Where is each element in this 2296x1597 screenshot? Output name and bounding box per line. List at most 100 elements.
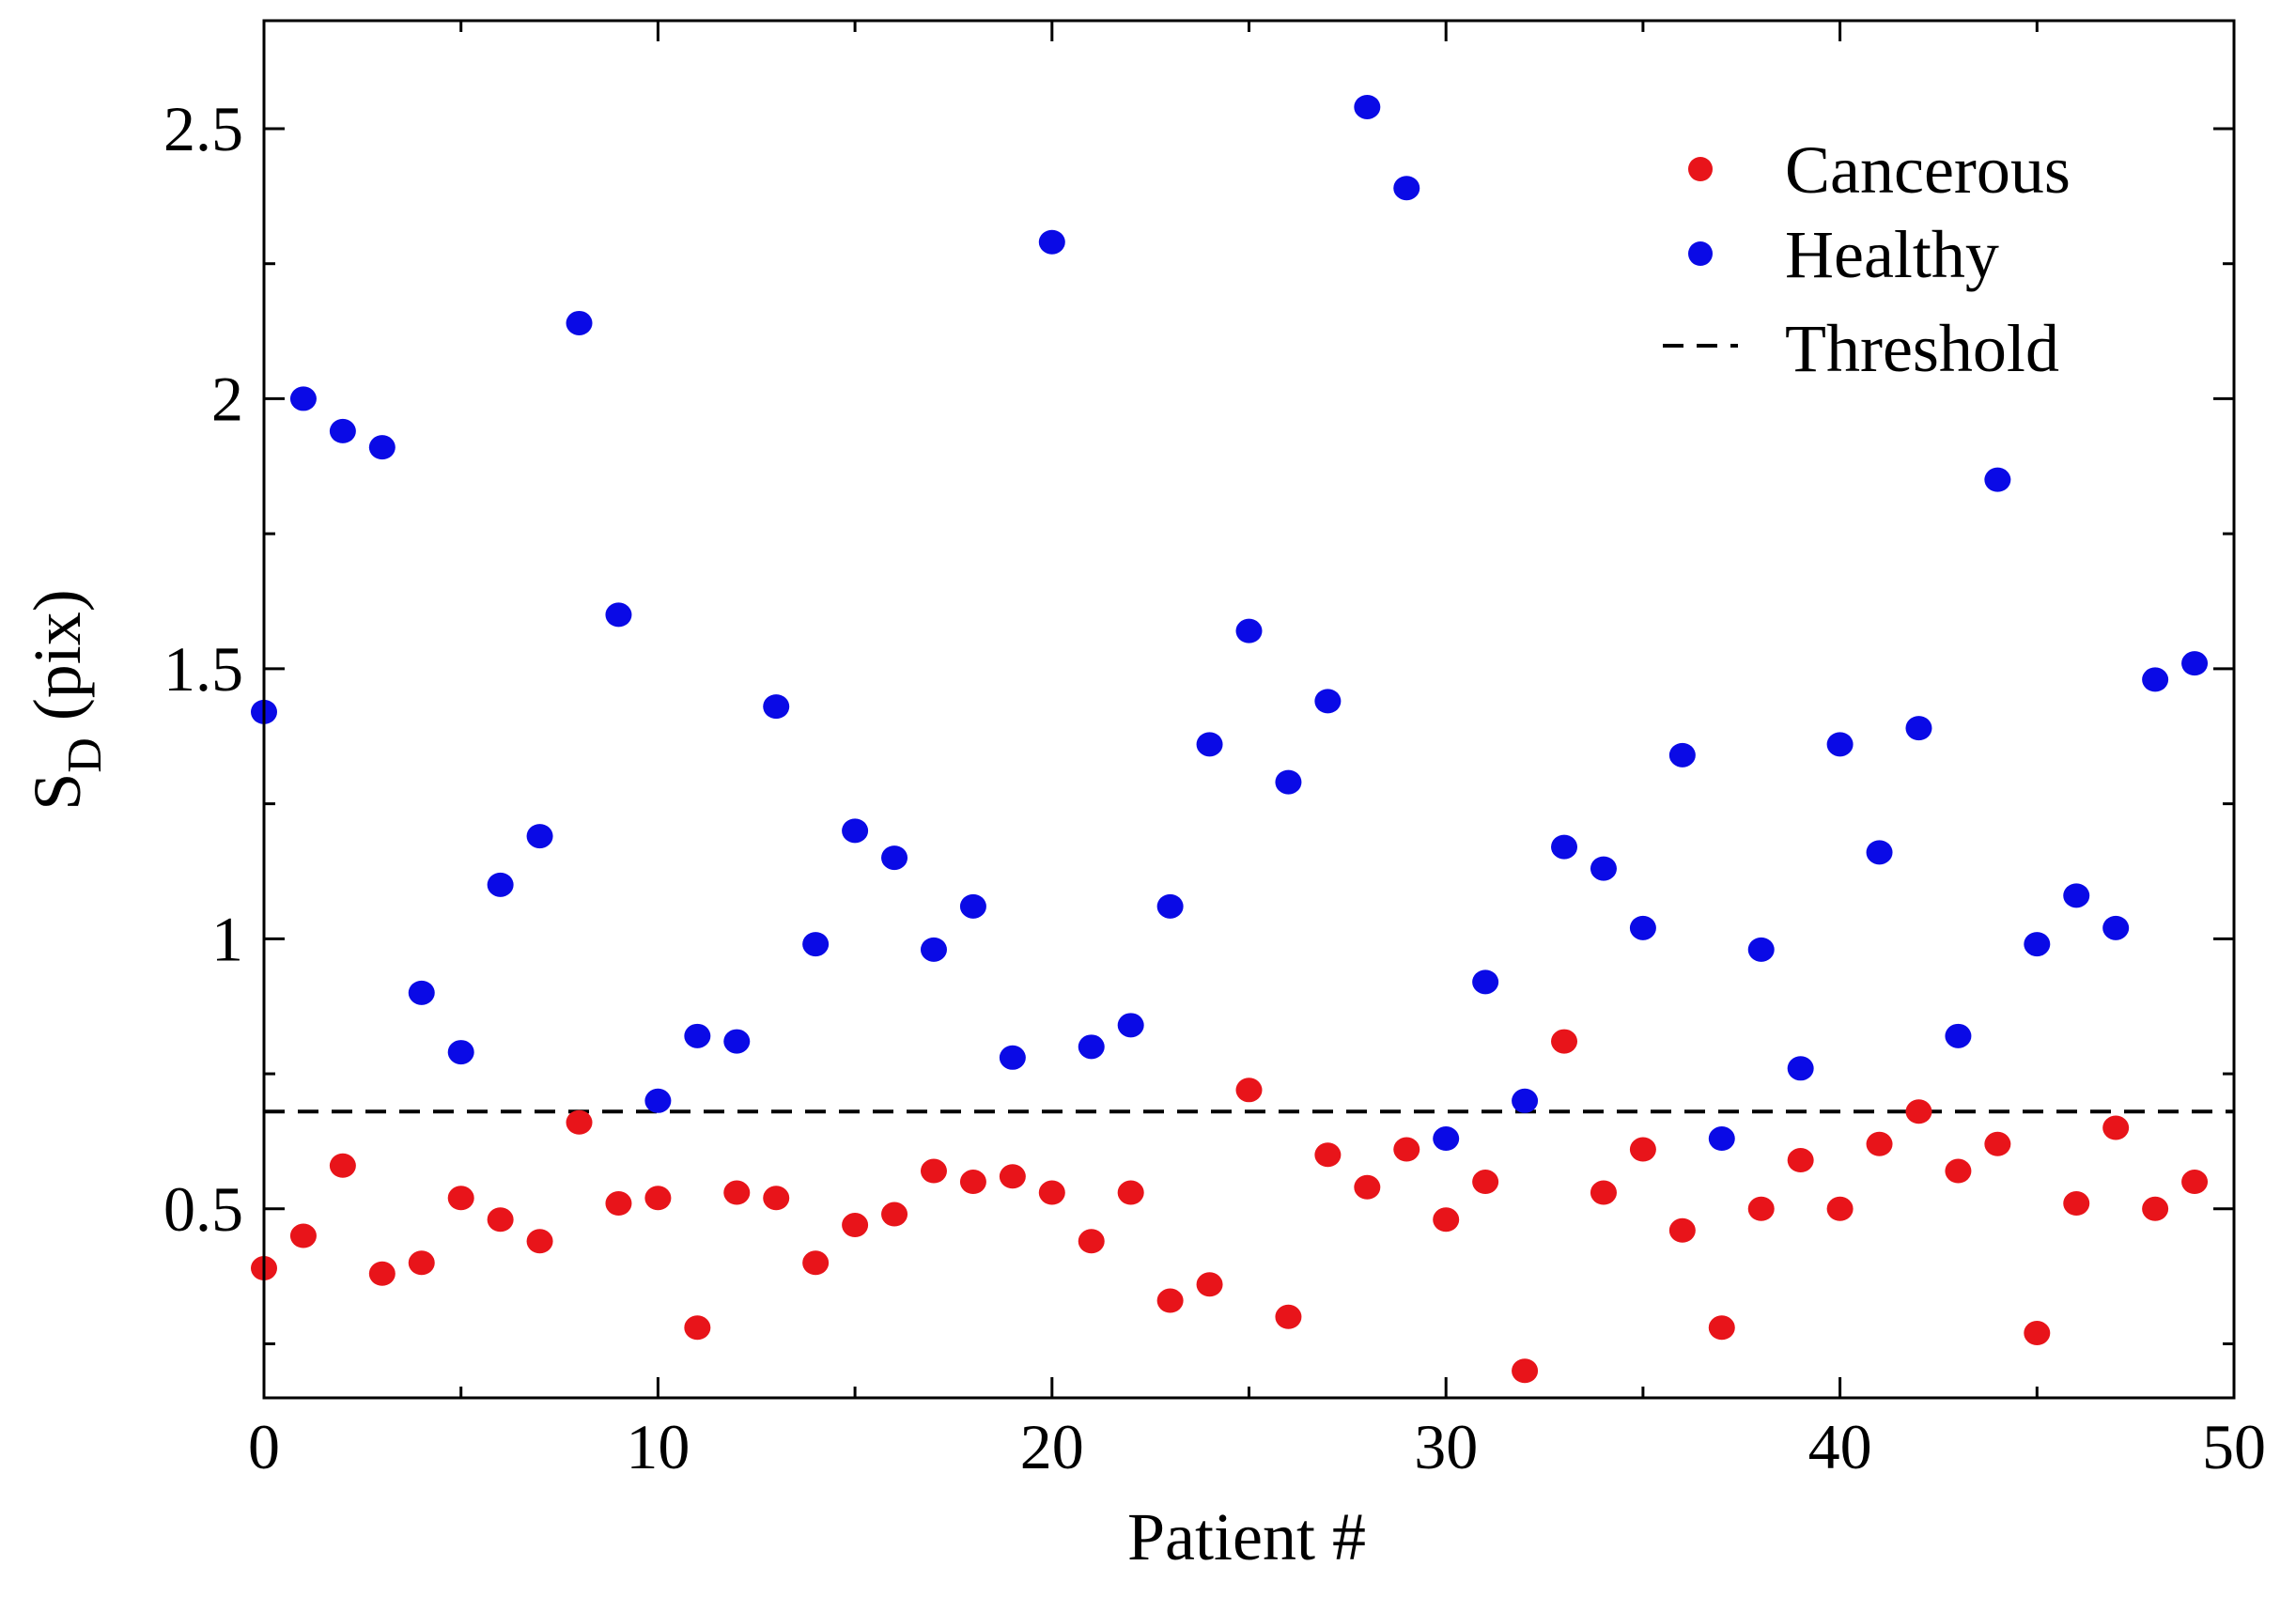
legend-marker-cancerous [1688,157,1713,181]
cancerous-point [1354,1175,1380,1200]
y-tick-label: 2.5 [163,93,243,164]
healthy-point [960,894,986,919]
cancerous-point [2063,1191,2089,1216]
cancerous-point [566,1110,593,1135]
cancerous-point [723,1181,750,1205]
legend: Cancerous Healthy Threshold [1663,132,2071,386]
healthy-point [1984,468,2010,492]
cancerous-point [330,1154,356,1178]
cancerous-point [644,1186,671,1210]
healthy-point [1433,1126,1459,1151]
cancerous-point [2024,1321,2050,1345]
healthy-point [1000,1046,1026,1070]
cancerous-point [1551,1030,1577,1054]
cancerous-point [1669,1218,1696,1243]
healthy-point [2181,651,2208,675]
x-tick-label: 20 [1020,1411,1084,1482]
y-tick-label: 1 [211,903,243,974]
cancerous-point [802,1250,829,1275]
cancerous-point [1472,1170,1498,1194]
x-axis-label: Patient # [1127,1499,1366,1574]
cancerous-point [1236,1078,1263,1102]
healthy-point [1867,840,1893,864]
cancerous-point [369,1262,396,1286]
cancerous-point [1078,1229,1105,1253]
y-tick-label: 2 [211,363,243,434]
healthy-point [1275,770,1301,795]
x-tick-label: 30 [1414,1411,1478,1482]
legend-marker-healthy [1688,241,1713,266]
cancerous-point [1945,1159,1971,1184]
healthy-point [1157,894,1184,919]
cancerous-point [2142,1197,2168,1221]
cancerous-point [527,1229,553,1253]
healthy-point [605,602,631,627]
cancerous-point [1630,1138,1656,1162]
healthy-point [1078,1034,1105,1059]
healthy-point [330,419,356,443]
healthy-point [644,1089,671,1113]
healthy-point [1551,835,1577,860]
healthy-point [1393,176,1419,200]
healthy-point [763,694,789,719]
healthy-point [369,435,396,459]
cancerous-point [1157,1289,1184,1313]
legend-label-cancerous: Cancerous [1785,132,2071,208]
cancerous-point [684,1315,710,1340]
cancerous-point [2181,1170,2208,1194]
cancerous-point [1039,1181,1065,1205]
healthy-point [1039,230,1065,255]
healthy-point [409,981,435,1005]
cancerous-point [1197,1272,1223,1296]
cancerous-point [1748,1197,1775,1221]
healthy-point [1905,716,1931,740]
healthy-point [448,1040,474,1064]
healthy-point [2142,667,2168,691]
cancerous-point [1709,1315,1735,1340]
legend-label-threshold: Threshold [1785,311,2059,386]
cancerous-point [2102,1116,2129,1140]
cancerous-point [448,1186,474,1210]
cancerous-point [1000,1164,1026,1188]
legend-label-healthy: Healthy [1785,217,1999,292]
healthy-point [1314,689,1341,713]
x-tick-label: 50 [2202,1411,2266,1482]
y-axis-label-subscript: D [58,737,112,773]
healthy-point [488,873,514,897]
cancerous-point [1314,1142,1341,1167]
healthy-point [1945,1024,1971,1048]
healthy-point [1197,732,1223,756]
cancerous-point [1590,1181,1617,1205]
healthy-point [1118,1013,1144,1037]
cancerous-point [1984,1132,2010,1156]
healthy-point [842,818,868,843]
series-cancerous [251,1030,2208,1384]
y-axis-label-main: S [20,773,95,811]
cancerous-point [921,1159,947,1184]
healthy-point [566,311,593,335]
y-axis-label-unit: (pix) [20,589,95,737]
healthy-point [1788,1056,1814,1080]
cancerous-point [1393,1138,1419,1162]
cancerous-point [488,1207,514,1232]
healthy-point [290,386,317,411]
y-tick-label: 1.5 [163,633,243,705]
cancerous-point [1905,1099,1931,1124]
y-axis-label: SD (pix) [20,589,112,811]
cancerous-point [290,1224,317,1248]
healthy-point [1630,916,1656,940]
cancerous-point [960,1170,986,1194]
x-tick-label: 10 [626,1411,690,1482]
y-tick-label: 0.5 [163,1173,243,1245]
cancerous-point [1827,1197,1854,1221]
cancerous-point [842,1213,868,1237]
cancerous-point [1433,1207,1459,1232]
healthy-point [1236,619,1263,643]
healthy-point [723,1030,750,1054]
healthy-point [1827,732,1854,756]
cancerous-point [1867,1132,1893,1156]
healthy-point [1590,857,1617,881]
cancerous-point [1512,1358,1538,1383]
cancerous-point [1118,1181,1144,1205]
healthy-point [1669,743,1696,767]
